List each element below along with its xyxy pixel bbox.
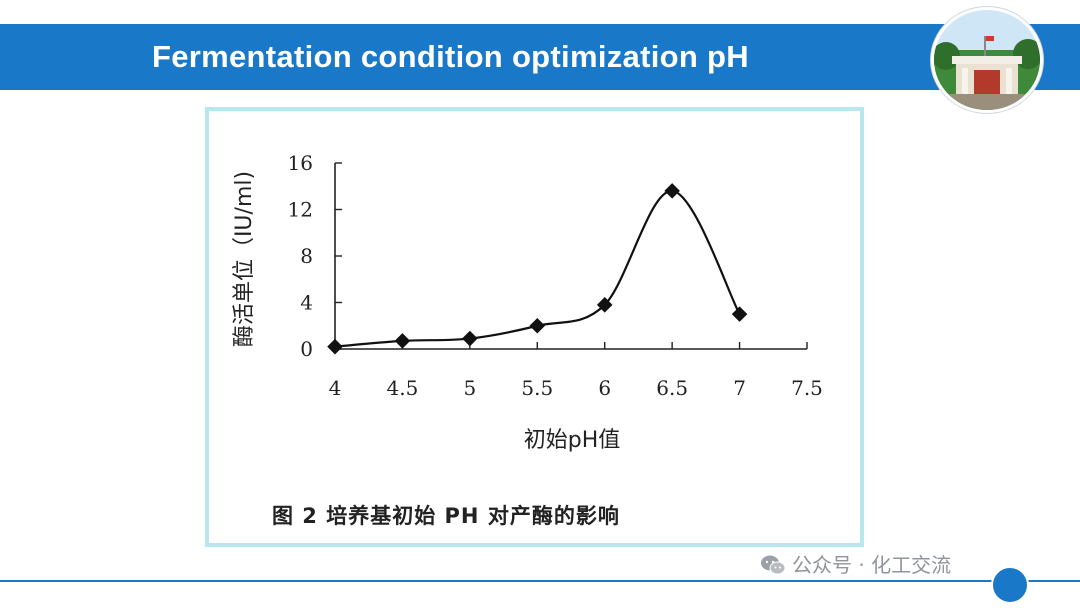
slide-title: Fermentation condition optimization pH [152, 39, 749, 74]
watermark-text: 公众号 · 化工交流 [792, 553, 952, 577]
y-axis-title: 酶活单位（IU/ml) [232, 171, 257, 347]
x-tick-label: 7 [733, 376, 746, 400]
y-tick-label: 4 [300, 291, 313, 315]
data-point [731, 306, 748, 322]
y-tick-label: 0 [300, 337, 313, 361]
x-tick-label: 6.5 [656, 376, 688, 400]
chart-frame: 4 4.5 5 5.5 6 6.5 7 7.5 0 4 8 12 16 初始pH值 酶活单位（IU/ml… [205, 107, 864, 547]
data-markers [327, 183, 748, 355]
title-bar [0, 24, 1080, 90]
watermark: 公众号 · 化工交流 [760, 550, 951, 580]
x-tick-label: 5 [463, 376, 476, 400]
data-point [327, 338, 343, 355]
data-point [462, 330, 478, 347]
wechat-icon [761, 555, 786, 575]
data-point [394, 333, 411, 349]
footer-dot [991, 566, 1029, 604]
y-tick-label: 8 [300, 244, 313, 268]
footer-divider [0, 580, 1080, 582]
data-point [596, 297, 613, 313]
y-tick-label: 12 [288, 198, 313, 222]
x-tick-label: 4 [329, 376, 342, 400]
y-tick-label: 16 [288, 151, 313, 175]
data-point [529, 317, 546, 334]
data-point [664, 183, 680, 199]
chart-caption: 图 2 培养基初始 PH 对产酶的影响 [272, 504, 620, 528]
x-tick-label: 6 [598, 376, 611, 400]
x-tick-label: 5.5 [521, 376, 553, 400]
x-tick-label: 4.5 [387, 376, 419, 400]
x-tick-label: 7.5 [791, 376, 823, 400]
campus-gate-logo [934, 10, 1040, 110]
x-axis-title: 初始pH值 [524, 428, 621, 453]
